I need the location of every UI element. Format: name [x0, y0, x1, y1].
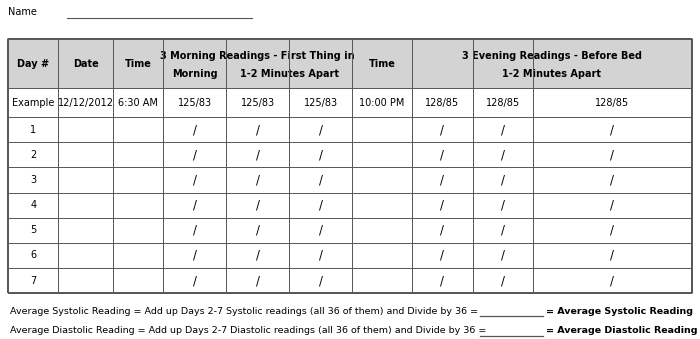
Text: 128/85: 128/85: [486, 98, 520, 107]
Text: Time: Time: [125, 59, 152, 68]
Text: /: /: [440, 148, 444, 161]
Text: /: /: [193, 174, 197, 186]
Text: /: /: [501, 199, 505, 212]
Bar: [8, 39, 692, 88]
Text: 6: 6: [30, 251, 36, 260]
Text: /: /: [440, 123, 444, 136]
Text: /: /: [256, 274, 260, 287]
Text: /: /: [318, 199, 323, 212]
Text: /: /: [610, 199, 615, 212]
Text: /: /: [610, 123, 615, 136]
Text: 125/83: 125/83: [178, 98, 211, 107]
Text: /: /: [318, 148, 323, 161]
Text: /: /: [256, 249, 260, 262]
Text: Average Systolic Reading = Add up Days 2-7 Systolic readings (all 36 of them) an: Average Systolic Reading = Add up Days 2…: [10, 307, 479, 316]
Text: /: /: [610, 174, 615, 186]
Text: /: /: [610, 249, 615, 262]
Text: /: /: [440, 249, 444, 262]
Text: /: /: [193, 199, 197, 212]
Text: 4: 4: [30, 200, 36, 210]
Text: = Average Systolic Reading: = Average Systolic Reading: [546, 307, 693, 316]
Text: Time: Time: [368, 59, 395, 68]
Text: /: /: [318, 224, 323, 237]
Text: 3 Morning Readings - First Thing in: 3 Morning Readings - First Thing in: [160, 51, 355, 61]
Text: 1-2 Minutes Apart: 1-2 Minutes Apart: [502, 69, 601, 79]
Text: 125/83: 125/83: [304, 98, 337, 107]
Text: 10:00 PM: 10:00 PM: [359, 98, 405, 107]
Text: /: /: [256, 123, 260, 136]
Text: /: /: [440, 199, 444, 212]
Text: /: /: [193, 274, 197, 287]
Text: Day #: Day #: [18, 59, 49, 68]
Text: /: /: [193, 224, 197, 237]
Text: /: /: [501, 148, 505, 161]
Text: /: /: [440, 274, 444, 287]
Text: /: /: [318, 174, 323, 186]
Text: /: /: [501, 249, 505, 262]
Text: /: /: [256, 174, 260, 186]
Text: Date: Date: [73, 59, 99, 68]
Text: /: /: [318, 274, 323, 287]
Text: 128/85: 128/85: [425, 98, 459, 107]
Text: 12/12/2012: 12/12/2012: [57, 98, 113, 107]
Text: /: /: [501, 224, 505, 237]
Text: /: /: [610, 148, 615, 161]
Text: Example: Example: [12, 98, 55, 107]
Text: /: /: [440, 224, 444, 237]
Text: /: /: [318, 123, 323, 136]
Text: Name: Name: [8, 7, 37, 17]
Text: 1: 1: [30, 124, 36, 135]
Text: /: /: [318, 249, 323, 262]
Text: Average Diastolic Reading = Add up Days 2-7 Diastolic readings (all 36 of them) : Average Diastolic Reading = Add up Days …: [10, 326, 487, 335]
Text: /: /: [256, 199, 260, 212]
Text: /: /: [501, 274, 505, 287]
Text: 7: 7: [30, 276, 36, 286]
Text: 3: 3: [30, 175, 36, 185]
Text: /: /: [501, 123, 505, 136]
Text: /: /: [610, 224, 615, 237]
Text: 6:30 AM: 6:30 AM: [118, 98, 158, 107]
Text: 2: 2: [30, 150, 36, 160]
Text: = Average Diastolic Reading: = Average Diastolic Reading: [546, 326, 697, 335]
Text: /: /: [501, 174, 505, 186]
Text: /: /: [193, 148, 197, 161]
Text: Morning: Morning: [172, 69, 218, 79]
Text: 1-2 Minutes Apart: 1-2 Minutes Apart: [239, 69, 339, 79]
Text: /: /: [256, 148, 260, 161]
Text: 5: 5: [30, 225, 36, 235]
Text: /: /: [256, 224, 260, 237]
Text: /: /: [610, 274, 615, 287]
Text: /: /: [440, 174, 444, 186]
Text: 3 Evening Readings - Before Bed: 3 Evening Readings - Before Bed: [461, 51, 642, 61]
Text: /: /: [193, 123, 197, 136]
Text: 128/85: 128/85: [596, 98, 629, 107]
Text: 125/83: 125/83: [241, 98, 274, 107]
Text: /: /: [193, 249, 197, 262]
